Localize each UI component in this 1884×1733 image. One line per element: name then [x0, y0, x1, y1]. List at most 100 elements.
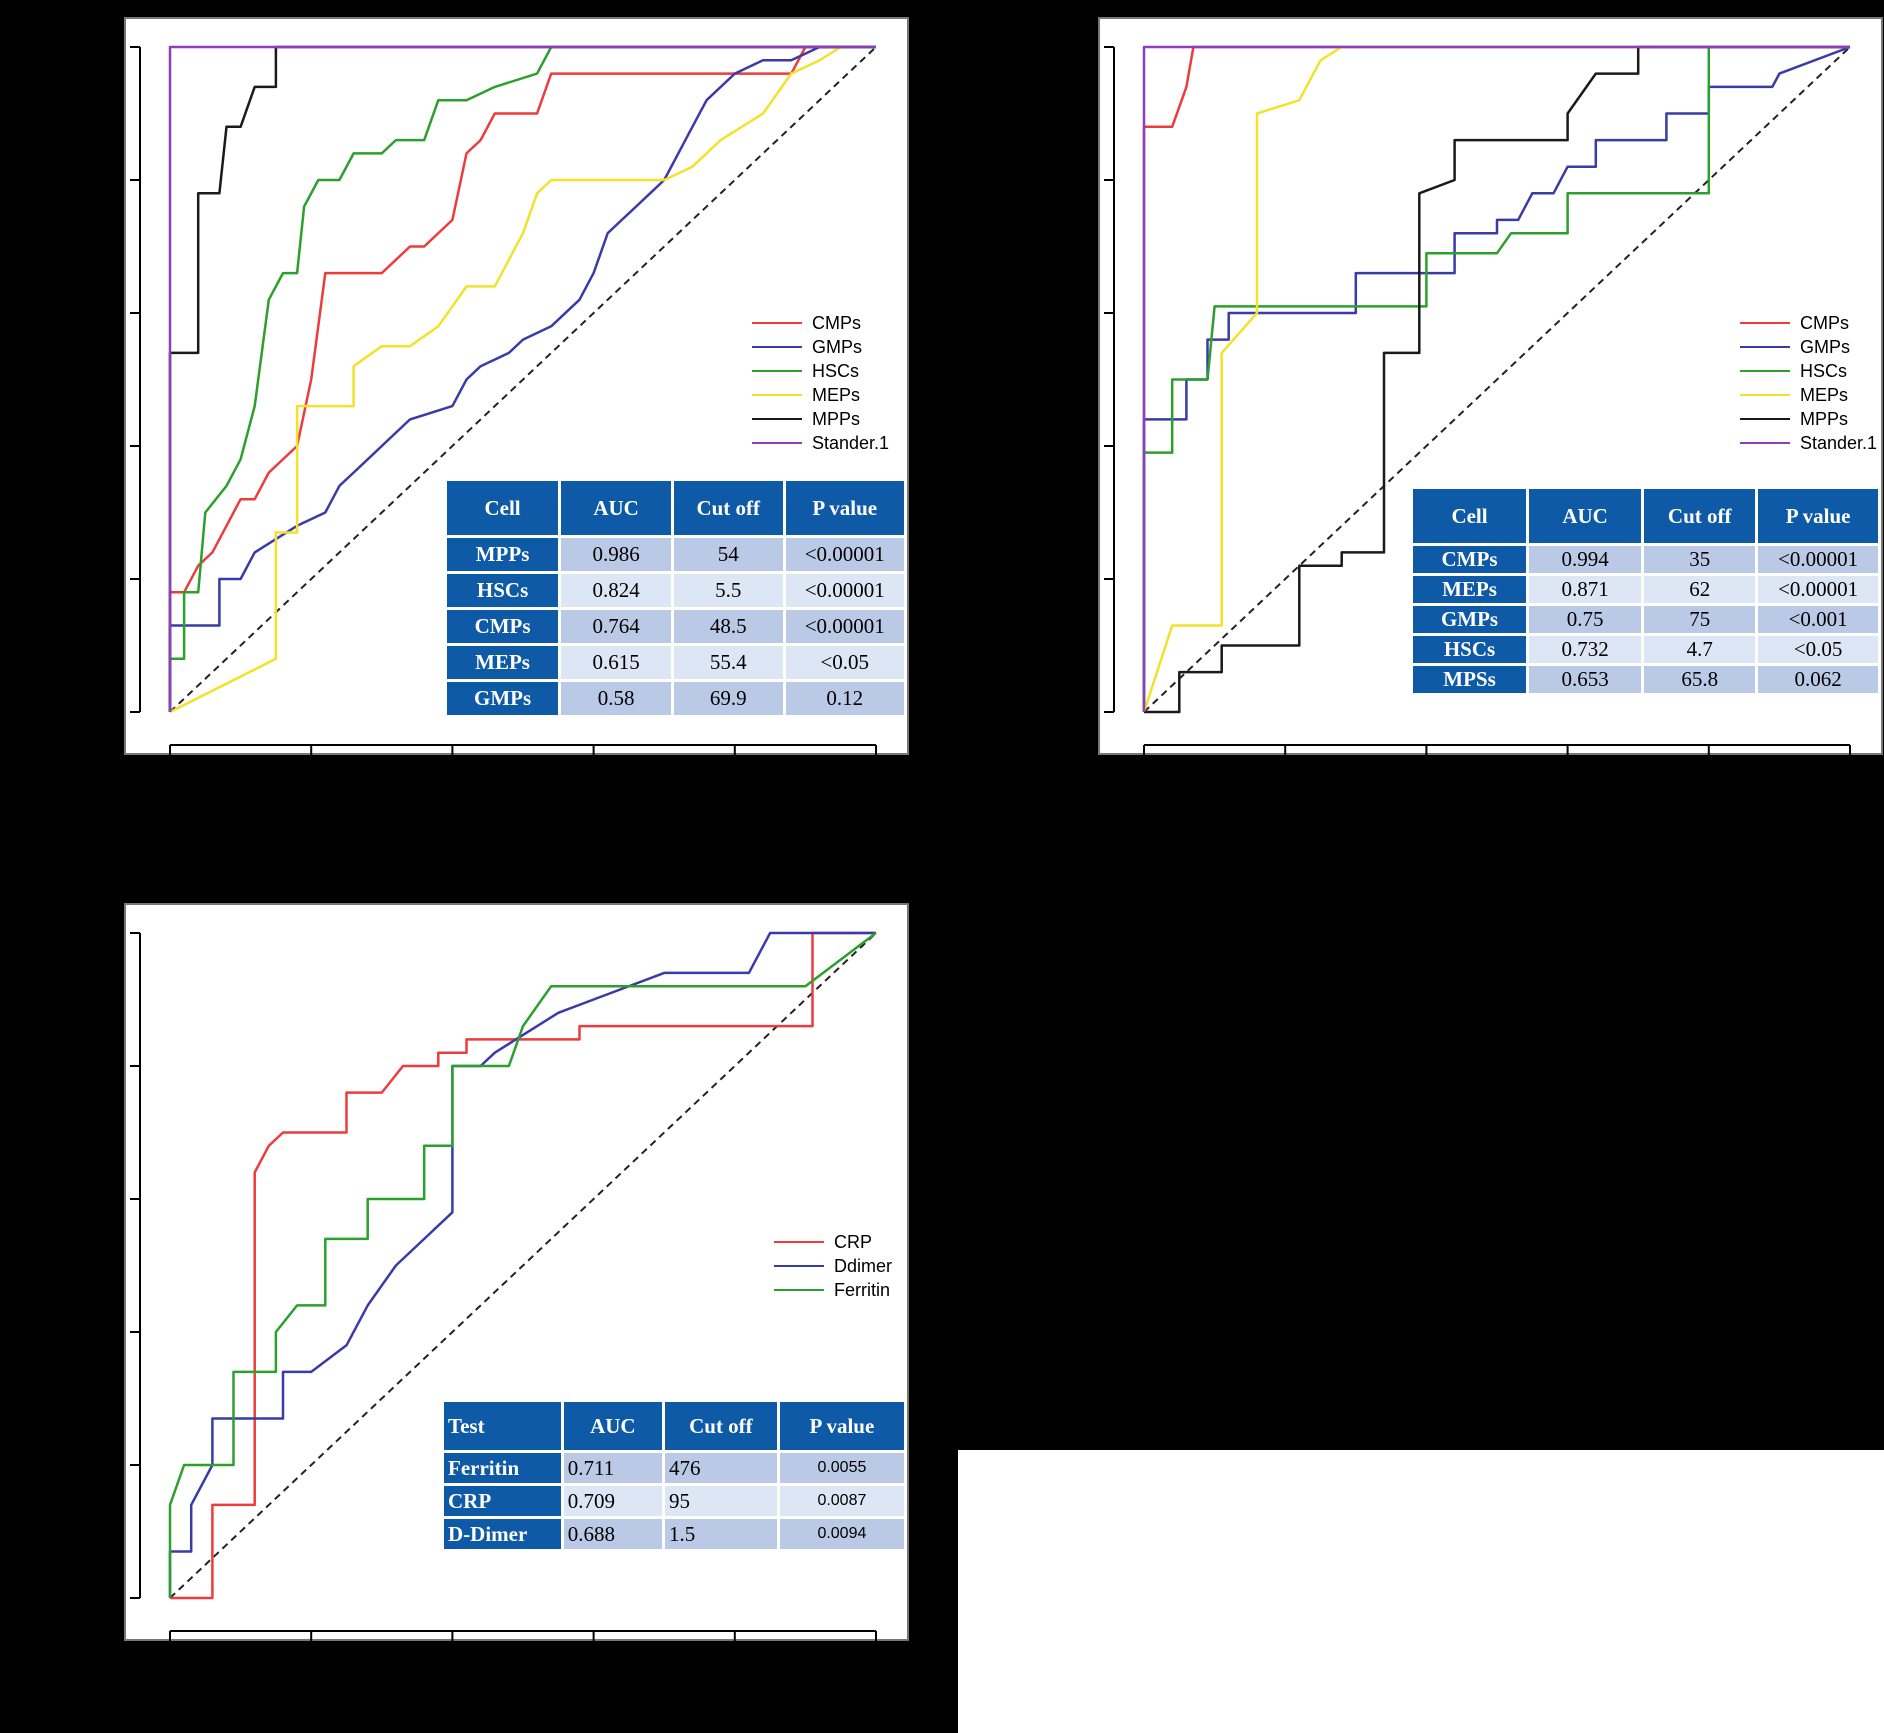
table-cell: 0.688 — [563, 1519, 662, 1549]
table-cell: <0.00001 — [785, 538, 904, 571]
table-row: MPPs 0.986 54 <0.00001 — [447, 538, 904, 571]
table-row-label: MEPs — [1413, 576, 1527, 603]
table-row: HSCs 0.732 4.7 <0.05 — [1413, 636, 1878, 663]
series-line-crp — [170, 931, 876, 1600]
table-cell: 1.5 — [664, 1519, 777, 1549]
legend-item: MPPs — [752, 407, 889, 431]
table-cell: 0.58 — [561, 682, 671, 715]
table-row-label: HSCs — [447, 574, 559, 607]
table-cell: 55.4 — [674, 646, 783, 679]
legend-label: Stander.1 — [812, 432, 890, 453]
table-header-cell: Cell — [1413, 489, 1527, 543]
roc-panel-c: CRP Ddimer Ferritin Test AUC Cut off P value F… — [124, 903, 909, 1641]
legend-swatch — [1740, 370, 1790, 372]
reference-diagonal — [169, 46, 877, 713]
series-line-hscs — [170, 45, 876, 661]
legend-item: MPPs — [1740, 407, 1877, 431]
legend-label: MEPs — [1800, 384, 1849, 405]
table-row-label: Ferritin — [444, 1453, 561, 1483]
legend-item: GMPs — [1740, 335, 1877, 359]
table-row-label: CMPs — [1413, 546, 1527, 573]
table-cell: 69.9 — [674, 682, 783, 715]
table-cell: 0.994 — [1529, 546, 1642, 573]
table-cell: 65.8 — [1644, 666, 1756, 693]
table-cell: <0.00001 — [1758, 546, 1878, 573]
table-row: Ferritin 0.711 476 0.0055 — [444, 1453, 904, 1483]
table-row: MEPs 0.615 55.4 <0.05 — [447, 646, 904, 679]
table-row-label: GMPs — [1413, 606, 1527, 633]
table-row: GMPs 0.58 69.9 0.12 — [447, 682, 904, 715]
legend-label: CRP — [834, 1231, 873, 1252]
table-cell: 54 — [674, 538, 783, 571]
legend-swatch — [774, 1265, 824, 1267]
table-cell: 48.5 — [674, 610, 783, 643]
table-row-label: MEPs — [447, 646, 559, 679]
legend-label: Ddimer — [834, 1255, 893, 1276]
table-row: MEPs 0.871 62 <0.00001 — [1413, 576, 1878, 603]
legend-swatch — [752, 394, 802, 396]
table-header-cell: AUC — [561, 481, 671, 535]
table-header-cell: Cut off — [674, 481, 783, 535]
legend-a: CMPs GMPs HSCs MEPs MPPs Stander.1 — [752, 311, 889, 455]
roc-panel-b: CMPs GMPs HSCs MEPs MPPs Stander.1 Cell AUC Cut… — [1098, 17, 1883, 755]
legend-label: MEPs — [812, 384, 861, 405]
table-header-cell: Test — [444, 1402, 561, 1450]
table-cell: 0.12 — [785, 682, 904, 715]
stats-table-c: Test AUC Cut off P value Ferritin 0.711 476 0.0… — [441, 1399, 907, 1552]
table-row: HSCs 0.824 5.5 <0.00001 — [447, 574, 904, 607]
legend-item: HSCs — [752, 359, 889, 383]
legend-label: MPPs — [812, 408, 861, 429]
table-header-row: Cell AUC Cut off P value — [1413, 489, 1878, 543]
legend-label: Ferritin — [834, 1279, 891, 1300]
roc-plot-a — [130, 45, 877, 755]
legend-item: CMPs — [1740, 311, 1877, 335]
legend-item: HSCs — [1740, 359, 1877, 383]
table-header-cell: Cut off — [664, 1402, 777, 1450]
reference-diagonal — [169, 932, 877, 1599]
table-row-label: HSCs — [1413, 636, 1527, 663]
table-cell: 476 — [664, 1453, 777, 1483]
table-cell: 0.732 — [1529, 636, 1642, 663]
legend-swatch — [752, 418, 802, 420]
table-row-label: CMPs — [447, 610, 559, 643]
legend-b: CMPs GMPs HSCs MEPs MPPs Stander.1 — [1740, 311, 1877, 455]
table-cell: <0.00001 — [785, 610, 904, 643]
legend-label: CMPs — [1800, 312, 1849, 333]
legend-label: HSCs — [1800, 360, 1848, 381]
legend-item: GMPs — [752, 335, 889, 359]
legend-label: GMPs — [812, 336, 863, 357]
table-cell: 62 — [1644, 576, 1756, 603]
roc-panel-a: CMPs GMPs HSCs MEPs MPPs Stander.1 Cell AUC Cut… — [124, 17, 909, 755]
legend-label: HSCs — [812, 360, 860, 381]
series-line-meps — [169, 45, 876, 714]
table-cell: <0.05 — [785, 646, 904, 679]
series-line-gmps — [168, 45, 876, 712]
table-cell: 0.986 — [561, 538, 671, 571]
legend-c: CRP Ddimer Ferritin — [774, 1230, 892, 1302]
legend-swatch — [1740, 394, 1790, 396]
table-cell: 0.615 — [561, 646, 671, 679]
legend-item: Stander.1 — [752, 431, 889, 455]
table-cell: <0.05 — [1758, 636, 1878, 663]
series-line-meps — [1142, 45, 1850, 713]
table-cell: 0.824 — [561, 574, 671, 607]
legend-swatch — [752, 370, 802, 372]
table-cell: 95 — [664, 1486, 777, 1516]
table-cell: <0.00001 — [785, 574, 904, 607]
table-header-row: Cell AUC Cut off P value — [447, 481, 904, 535]
table-row: D-Dimer 0.688 1.5 0.0094 — [444, 1519, 904, 1549]
stats-table-b: Cell AUC Cut off P value CMPs 0.994 35 <0.00001… — [1410, 486, 1881, 696]
legend-swatch — [1740, 418, 1790, 420]
table-cell: 0.764 — [561, 610, 671, 643]
table-cell: 0.0087 — [779, 1486, 904, 1516]
table-cell: 0.653 — [1529, 666, 1642, 693]
series-line-stander-1 — [168, 45, 876, 712]
series-line-stander-1 — [1142, 45, 1850, 712]
table-cell: 0.0055 — [779, 1453, 904, 1483]
table-header-cell: AUC — [1529, 489, 1642, 543]
table-cell: 0.709 — [563, 1486, 662, 1516]
table-cell: <0.00001 — [1758, 576, 1878, 603]
legend-swatch — [752, 322, 802, 324]
table-row: CRP 0.709 95 0.0087 — [444, 1486, 904, 1516]
table-header-cell: Cut off — [1644, 489, 1756, 543]
